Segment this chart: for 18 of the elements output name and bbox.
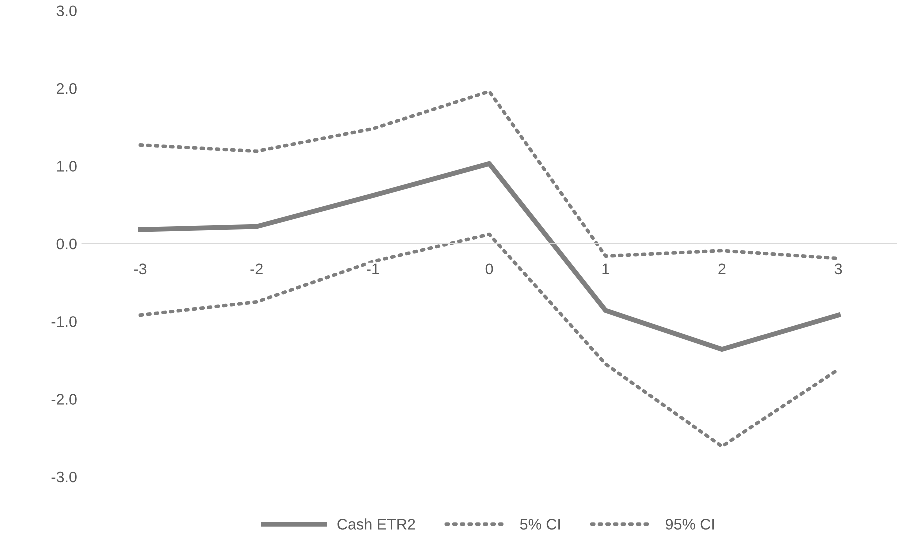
- x-tick-label: -3: [134, 264, 147, 275]
- y-tick-label: 1.0: [57, 161, 77, 172]
- legend-label: 5% CI: [520, 519, 560, 530]
- x-tick-label: 0: [486, 264, 494, 275]
- y-tick-label: 0.0: [56, 238, 77, 250]
- x-tick-label: -2: [250, 264, 263, 274]
- y-tick-label: -2.0: [52, 394, 77, 405]
- y-tick-label: -3.0: [52, 472, 77, 483]
- x-tick-label: 2: [718, 264, 726, 274]
- x-tick-label: -1: [367, 264, 380, 274]
- line-series: [138, 90, 840, 260]
- y-tick-label: -1.0: [52, 316, 77, 328]
- x-tick-label: 1: [602, 264, 610, 274]
- x-tick-label: 3: [834, 264, 842, 275]
- legend-label: Cash ETR2: [338, 518, 416, 530]
- y-tick-label: 2.0: [57, 83, 77, 94]
- legend-label: 95% CI: [666, 519, 714, 530]
- y-tick-label: 3.0: [56, 6, 77, 17]
